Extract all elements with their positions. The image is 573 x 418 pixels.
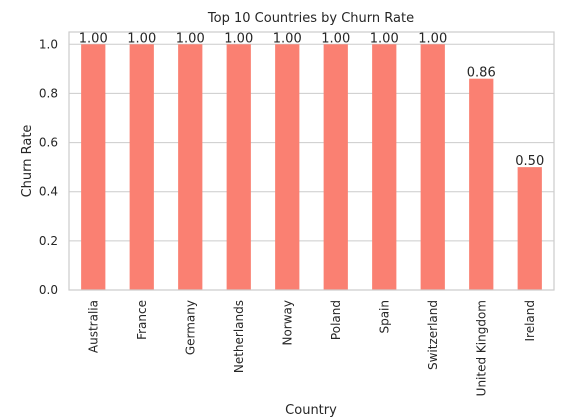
data-label: 1.00 [224,31,253,46]
x-tick-label: Ireland [523,300,537,342]
x-tick-labels: Australia France Germany Netherlands Norway P… [86,300,537,396]
x-tick-label: Norway [280,300,294,346]
x-tick-label: Germany [183,300,197,355]
bar [469,78,494,290]
bar [275,44,300,291]
y-tick-labels: 0.0 0.2 0.4 0.6 0.8 1.0 [39,37,58,297]
y-tick-label: 0.8 [39,86,58,100]
bar [226,44,251,291]
bars [81,44,542,291]
y-tick-label: 0.4 [39,185,58,199]
data-label: 1.00 [79,31,108,46]
x-tick-label: Australia [86,300,100,353]
x-axis-label: Country [285,403,337,418]
bar [81,44,106,291]
data-labels: 1.00 1.00 1.00 1.00 1.00 1.00 1.00 1.00 0.86 0.50 [79,31,544,169]
data-label: 1.00 [321,31,350,46]
bar [372,44,397,291]
chart-title: Top 10 Countries by Churn Rate [207,11,414,26]
data-label: 1.00 [127,31,156,46]
x-tick-label: United Kingdom [474,300,488,396]
bar [178,44,203,291]
y-tick-label: 0.2 [39,234,58,248]
bar [129,44,154,291]
bar [420,44,445,291]
y-axis-label: Churn Rate [20,125,35,198]
bar [517,167,542,290]
bar [323,44,348,291]
x-tick-label: Poland [329,300,343,340]
x-tick-label: Spain [377,300,391,334]
data-label: 1.00 [273,31,302,46]
data-label: 1.00 [176,31,205,46]
x-tick-label: France [135,300,149,340]
x-tick-label: Netherlands [232,300,246,373]
y-tick-label: 0.6 [39,136,58,150]
x-tick-label: Switzerland [426,300,440,370]
data-label: 1.00 [418,31,447,46]
data-label: 1.00 [370,31,399,46]
data-label: 0.86 [467,66,496,81]
y-tick-label: 1.0 [39,37,58,51]
plot-frame [68,31,555,291]
y-tick-label: 0.0 [39,283,58,297]
data-label: 0.50 [515,154,544,169]
